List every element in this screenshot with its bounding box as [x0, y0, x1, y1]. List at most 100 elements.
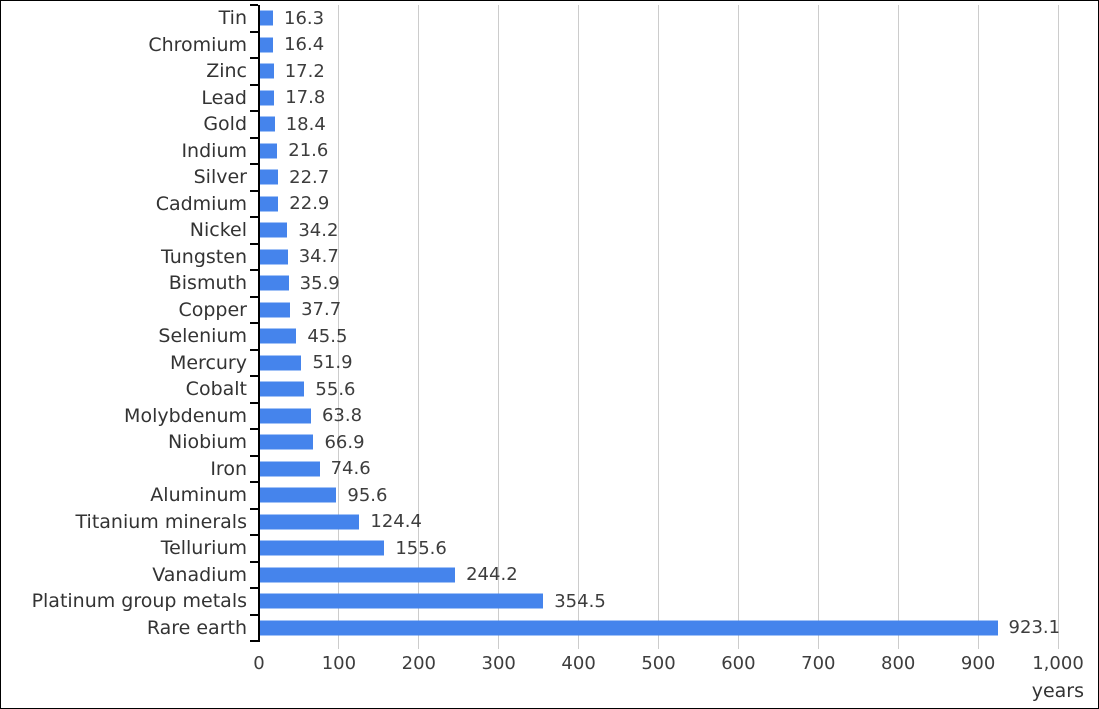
bar-row: Tin 16.3 — [219, 5, 1058, 32]
value-label: 45.5 — [307, 325, 348, 347]
bar-row: Selenium 45.5 — [158, 323, 1058, 350]
value-label: 21.6 — [288, 140, 329, 162]
y-axis-tick — [250, 507, 258, 510]
y-axis-tick — [250, 401, 258, 404]
category-label: Cobalt — [185, 378, 247, 401]
y-axis-tick — [250, 375, 258, 377]
gridline — [658, 5, 659, 649]
value-label: 55.6 — [315, 378, 356, 400]
category-label: Cadmium — [155, 192, 247, 215]
category-label: Niobium — [167, 431, 247, 454]
bar-row: Bismuth 35.9 — [169, 270, 1058, 297]
category-label: Vanadium — [152, 563, 247, 586]
y-axis-tick — [250, 30, 258, 33]
value-label: 155.6 — [395, 537, 447, 559]
bar-row: Silver 22.7 — [194, 164, 1058, 191]
value-label: 34.2 — [298, 219, 339, 241]
gridline — [1057, 5, 1059, 649]
value-label: 63.8 — [321, 405, 363, 427]
value-label: 35.9 — [299, 272, 340, 294]
bar — [260, 10, 274, 26]
category-label: Tin — [218, 7, 247, 30]
category-label: Rare earth — [146, 616, 247, 639]
x-axis-tick-label: 800 — [881, 653, 916, 674]
bar — [260, 302, 291, 318]
bar-row: Aluminum 95.6 — [150, 482, 1058, 509]
value-label: 66.9 — [324, 431, 365, 453]
bar-row: Nickel 34.2 — [190, 217, 1058, 244]
value-label: 244.2 — [466, 564, 518, 586]
value-label: 74.6 — [330, 458, 371, 480]
y-axis-tick — [250, 534, 258, 536]
y-axis-tick — [250, 110, 258, 112]
y-axis-tick — [250, 163, 258, 165]
value-label: 124.4 — [370, 511, 422, 533]
bar — [260, 381, 305, 397]
bar-row: Cobalt 55.6 — [186, 376, 1058, 403]
y-axis-tick — [250, 216, 258, 218]
bar-row: Rare earth 923.1 — [147, 615, 1061, 642]
x-axis: 0 100 200 300 400 500 600 700 800 900 1,000 — [253, 652, 1083, 676]
y-axis-line — [258, 5, 260, 642]
y-axis-tick — [250, 428, 258, 430]
x-axis-title: years — [1031, 680, 1084, 702]
y-axis-tick — [250, 560, 258, 563]
value-label: 354.5 — [554, 590, 606, 612]
bar-row: Vanadium 244.2 — [152, 562, 1058, 589]
y-axis-tick — [250, 454, 258, 457]
value-label: 22.9 — [289, 193, 330, 215]
bar-row: Lead 17.8 — [201, 85, 1058, 112]
bar — [260, 169, 279, 185]
bar — [260, 593, 544, 609]
bar — [260, 222, 288, 238]
value-label: 923.1 — [1008, 617, 1061, 639]
value-label: 18.4 — [285, 113, 326, 135]
x-axis-tick-label: 1,000 — [1032, 653, 1084, 674]
y-axis-tick — [250, 587, 258, 589]
bar-row: Indium 21.6 — [181, 138, 1058, 165]
bar — [260, 355, 302, 371]
category-label: Tellurium — [160, 537, 247, 560]
y-axis-tick — [250, 640, 258, 642]
bar — [260, 434, 314, 450]
value-label: 51.9 — [312, 352, 353, 374]
gridline — [897, 5, 899, 649]
y-axis-tick — [250, 322, 258, 324]
bar-row: Titanium minerals 124.4 — [76, 509, 1058, 536]
gridline — [817, 5, 819, 649]
category-label: Indium — [181, 139, 247, 162]
y-axis-tick — [250, 189, 258, 192]
gridline — [498, 5, 500, 649]
y-axis-tick — [250, 136, 258, 139]
bar — [260, 143, 278, 159]
bar-row: Tungsten 34.7 — [161, 244, 1058, 271]
x-axis-tick-label: 100 — [321, 653, 357, 674]
bar — [260, 620, 998, 636]
bar-row: Niobium 66.9 — [168, 429, 1058, 456]
y-axis-tick — [250, 242, 258, 245]
y-axis-tick — [250, 613, 258, 616]
category-label: Tungsten — [161, 245, 247, 268]
bar-row: Tellurium 155.6 — [161, 535, 1058, 562]
bar-row: Mercury 51.9 — [170, 350, 1058, 377]
bar — [260, 328, 297, 344]
y-axis-tick — [250, 83, 258, 86]
x-axis-tick-label: 700 — [801, 653, 836, 674]
y-axis-tick — [250, 4, 258, 6]
bar — [260, 63, 274, 79]
category-label: Copper — [178, 298, 247, 321]
bar — [260, 249, 288, 265]
category-label: Mercury — [169, 351, 247, 374]
bar — [260, 275, 289, 291]
bar-row: Gold 18.4 — [203, 111, 1058, 138]
x-axis-tick-label: 300 — [481, 653, 516, 674]
bar-row: Zinc 17.2 — [206, 58, 1058, 85]
x-axis-tick-label: 600 — [721, 653, 756, 674]
category-label: Selenium — [158, 325, 247, 348]
bar-row: Platinum group metals 354.5 — [32, 588, 1058, 615]
x-axis-tick-label: 900 — [960, 653, 996, 674]
bar — [260, 461, 320, 477]
bar — [260, 90, 275, 106]
value-label: 37.7 — [301, 299, 342, 321]
